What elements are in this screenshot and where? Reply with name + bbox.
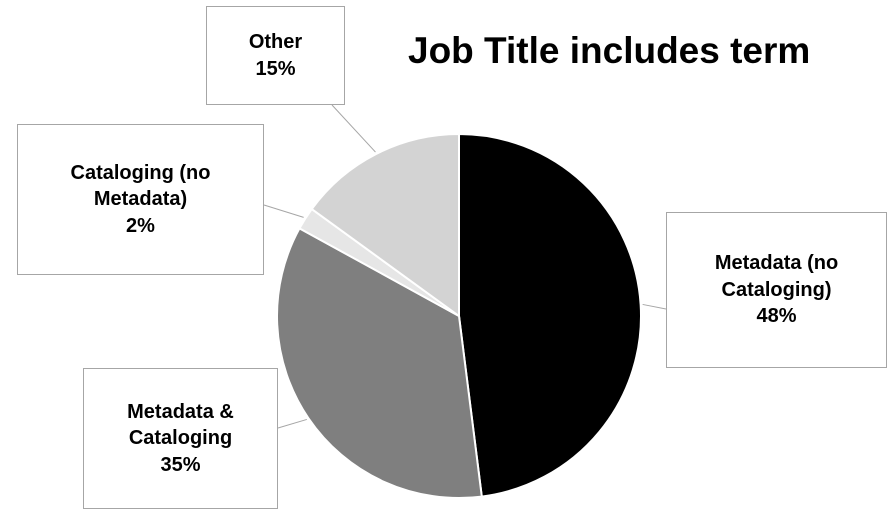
chart-title: Job Title includes term bbox=[408, 30, 811, 71]
data-label-both-line2: Cataloging bbox=[128, 427, 233, 450]
leader-lines bbox=[263, 104, 667, 429]
pie-slice-metadata-no-cataloging bbox=[458, 132, 642, 498]
data-label-metadata-no-cataloging: Metadata (no Cataloging) 48% bbox=[666, 212, 887, 368]
data-label-metadata-and-cataloging: Metadata & Cataloging 35% bbox=[83, 368, 278, 509]
data-label-metadata-line1: Metadata (no bbox=[714, 252, 839, 275]
data-label-both-line1: Metadata & bbox=[127, 400, 234, 423]
data-label-other-percent: 15% bbox=[255, 57, 296, 80]
leader-line bbox=[331, 104, 376, 153]
pie-slices bbox=[276, 132, 642, 499]
data-label-metadata-percent: 48% bbox=[756, 305, 797, 328]
data-label-metadata-line2: Cataloging) bbox=[721, 278, 832, 301]
data-label-cataloging-line1: Cataloging (no bbox=[70, 161, 211, 184]
pie-slice-other bbox=[310, 132, 460, 318]
data-label-cataloging-percent: 2% bbox=[126, 214, 155, 237]
data-label-other-name: Other bbox=[248, 30, 303, 53]
leader-line bbox=[277, 418, 307, 429]
data-label-other: Other 15% bbox=[206, 6, 345, 105]
data-label-both-percent: 35% bbox=[160, 453, 201, 476]
pie-slice-metadata-cataloging bbox=[276, 226, 483, 499]
data-label-cataloging-no-metadata: Cataloging (no Metadata) 2% bbox=[17, 124, 264, 275]
leader-line bbox=[642, 303, 667, 310]
leader-line bbox=[263, 204, 304, 218]
data-label-cataloging-line2: Metadata) bbox=[93, 188, 188, 211]
